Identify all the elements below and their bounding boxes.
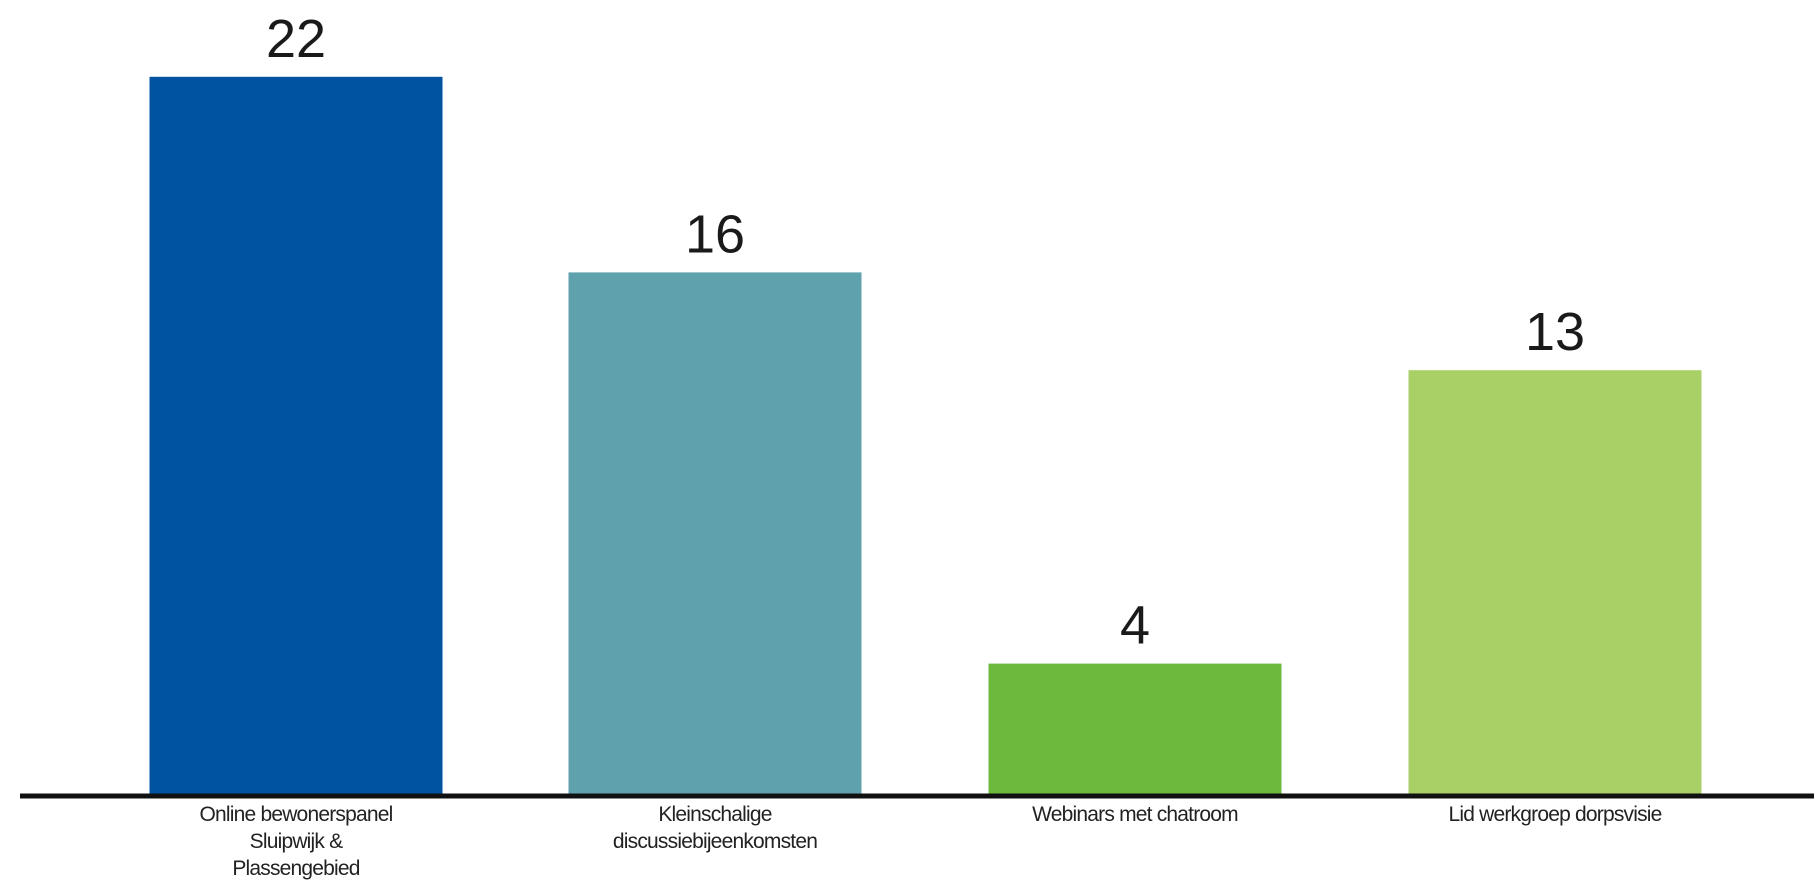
bar-1 xyxy=(149,76,443,795)
category-label-line: discussiebijeenkomsten xyxy=(612,830,818,853)
category-label-line: Plassengebied xyxy=(232,857,360,880)
bar-4 xyxy=(1408,370,1702,794)
category-label-line: Webinars met chatroom xyxy=(1032,803,1239,826)
category-label-3: Webinars met chatroom xyxy=(945,801,1325,828)
category-label-1: Online bewonerspanel Sluipwijk & Plassenge… xyxy=(106,801,486,882)
category-label-line: Sluipwijk & xyxy=(249,830,344,853)
value-labels-layer: 22 16 4 13 xyxy=(266,9,1585,656)
bars-layer xyxy=(149,76,1702,795)
value-label-4: 13 xyxy=(1525,302,1585,362)
category-label-4: Lid werkgroep dorpsvisie xyxy=(1365,801,1745,828)
bar-3 xyxy=(988,663,1282,794)
category-label-line: Online bewonerspanel xyxy=(199,803,394,826)
category-label-line: Lid werkgroep dorpsvisie xyxy=(1448,803,1662,826)
value-label-3: 4 xyxy=(1120,596,1150,656)
bar-2 xyxy=(568,272,862,794)
value-label-1: 22 xyxy=(266,9,326,69)
value-label-2: 16 xyxy=(685,204,745,264)
category-label-line: Kleinschalige xyxy=(658,803,772,826)
category-label-2: Kleinschalige discussiebijeenkomsten xyxy=(525,801,905,855)
